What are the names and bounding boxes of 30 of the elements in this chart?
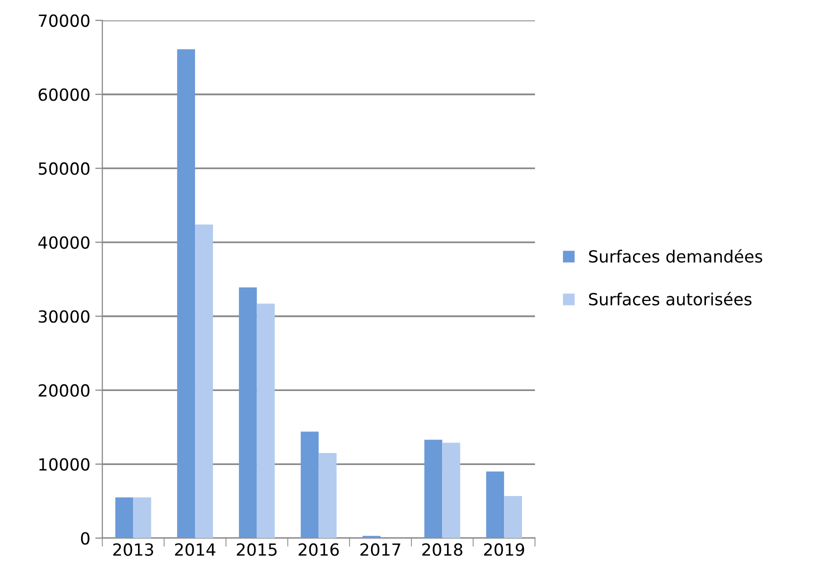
bar	[177, 49, 196, 538]
bar	[115, 497, 134, 538]
bar	[424, 440, 442, 538]
x-tick-label: 2019	[484, 543, 524, 556]
y-tick-label: 20000	[38, 384, 90, 397]
bar	[300, 432, 319, 538]
x-tick-label: 2015	[236, 543, 277, 556]
y-tick-label: 10000	[39, 458, 90, 471]
bar	[442, 442, 460, 538]
bar	[238, 287, 257, 538]
x-tick-label: 2014	[175, 543, 216, 556]
bar	[504, 496, 522, 538]
x-tick-label: 2017	[360, 543, 400, 556]
y-tick-label: 40000	[38, 236, 90, 249]
bar	[195, 224, 213, 538]
bar	[486, 472, 504, 538]
x-tick-label: 2018	[422, 543, 462, 556]
x-tick-label: 2013	[113, 543, 154, 556]
bar	[256, 304, 275, 538]
legend-label: Surfaces demandées	[589, 249, 762, 263]
bar	[362, 536, 380, 538]
y-tick-label: 0	[81, 532, 90, 545]
y-tick-label: 30000	[38, 310, 90, 323]
y-tick-label: 50000	[38, 162, 90, 175]
bar	[133, 497, 152, 538]
x-tick-label: 2016	[298, 543, 339, 556]
y-tick-label: 70000	[38, 14, 90, 27]
bar	[318, 453, 337, 538]
y-tick-label: 60000	[38, 88, 90, 101]
legend-label: Surfaces autorisées	[589, 292, 752, 306]
